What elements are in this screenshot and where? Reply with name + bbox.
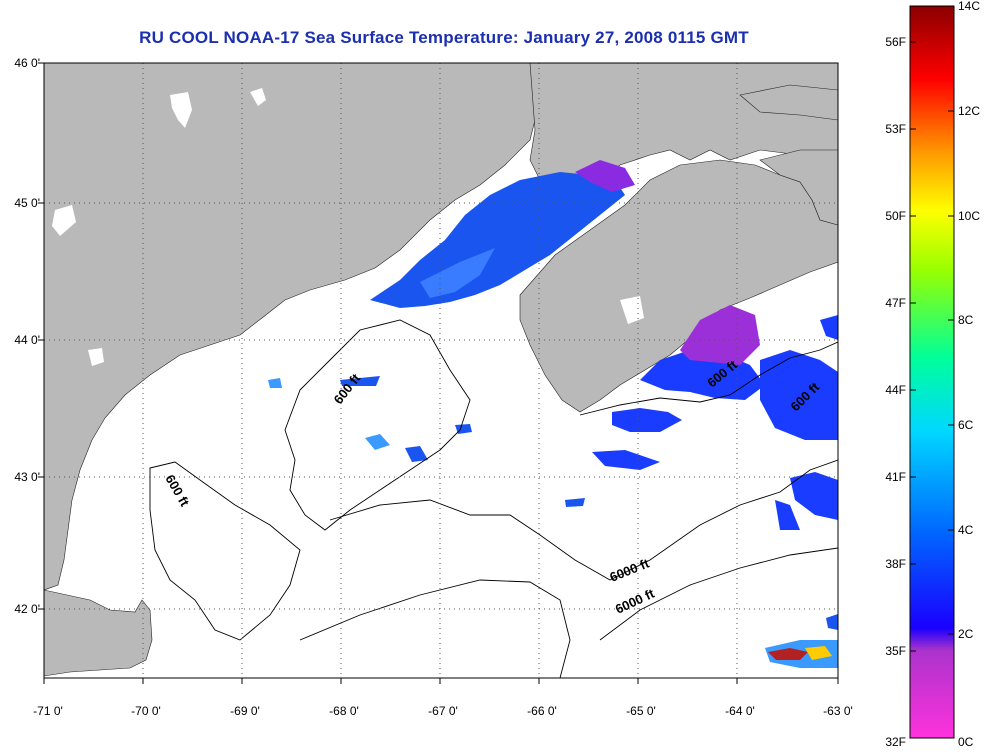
colorbar-c-label: 4C <box>958 523 974 537</box>
lon-tick-label: -71 0' <box>33 704 63 718</box>
lon-tick-label: -65 0' <box>626 704 656 718</box>
colorbar-f-label: 47F <box>885 296 906 310</box>
colorbar-c-label: 12C <box>958 104 981 118</box>
lon-tick-label: -67 0' <box>428 704 458 718</box>
sst-patch-fundy <box>370 172 625 308</box>
lat-tick-label: 44 0' <box>14 333 40 347</box>
land-new-england <box>44 63 541 591</box>
colorbar-f-label: 50F <box>885 209 906 223</box>
colorbar-f-label: 56F <box>885 35 906 49</box>
land-nova-scotia <box>519 159 838 413</box>
colorbar-f-label: 41F <box>885 470 906 484</box>
map-title: RU COOL NOAA-17 Sea Surface Temperature:… <box>139 28 749 47</box>
lon-tick-label: -63 0' <box>823 704 853 718</box>
lon-tick-label: -64 0' <box>725 704 755 718</box>
lon-tick-label: -66 0' <box>527 704 557 718</box>
lon-tick-label: -70 0' <box>131 704 161 718</box>
colorbar-f-label: 53F <box>885 122 906 136</box>
colorbar-f-label: 44F <box>885 383 906 397</box>
land-pei <box>739 84 838 121</box>
lat-tick-label: 43 0' <box>14 470 40 484</box>
lat-tick-label: 42 0' <box>14 602 40 616</box>
contour-600ft-west <box>149 461 301 641</box>
colorbar <box>909 5 955 739</box>
colorbar-f-label: 38F <box>885 557 906 571</box>
colorbar-c-label: 10C <box>958 209 981 223</box>
map-frame <box>43 62 839 679</box>
lon-tick-label: -69 0' <box>230 704 260 718</box>
colorbar-ticks <box>910 5 954 652</box>
colorbar-c-label: 6C <box>958 418 974 432</box>
colorbar-f-label: 35F <box>885 644 906 658</box>
land-cape-cod <box>44 589 153 677</box>
lat-tick-label: 46 0' <box>14 56 40 70</box>
contour-600ft-scotian <box>579 341 838 416</box>
colorbar-c-label: 8C <box>958 313 974 327</box>
lat-tick-label: 45 0' <box>14 196 40 210</box>
colorbar-f-label: 32F <box>885 735 906 749</box>
lon-tick-label: -68 0' <box>329 704 359 718</box>
colorbar-c-label: 0C <box>958 735 974 749</box>
colorbar-c-label: 14C <box>958 0 981 13</box>
axis-ticks <box>38 62 839 684</box>
contour-6000ft <box>299 547 838 678</box>
contour-600ft-georges <box>329 459 838 581</box>
colorbar-c-label: 2C <box>958 627 974 641</box>
contour-600ft-central <box>284 319 471 531</box>
land-cape-breton <box>759 149 838 226</box>
